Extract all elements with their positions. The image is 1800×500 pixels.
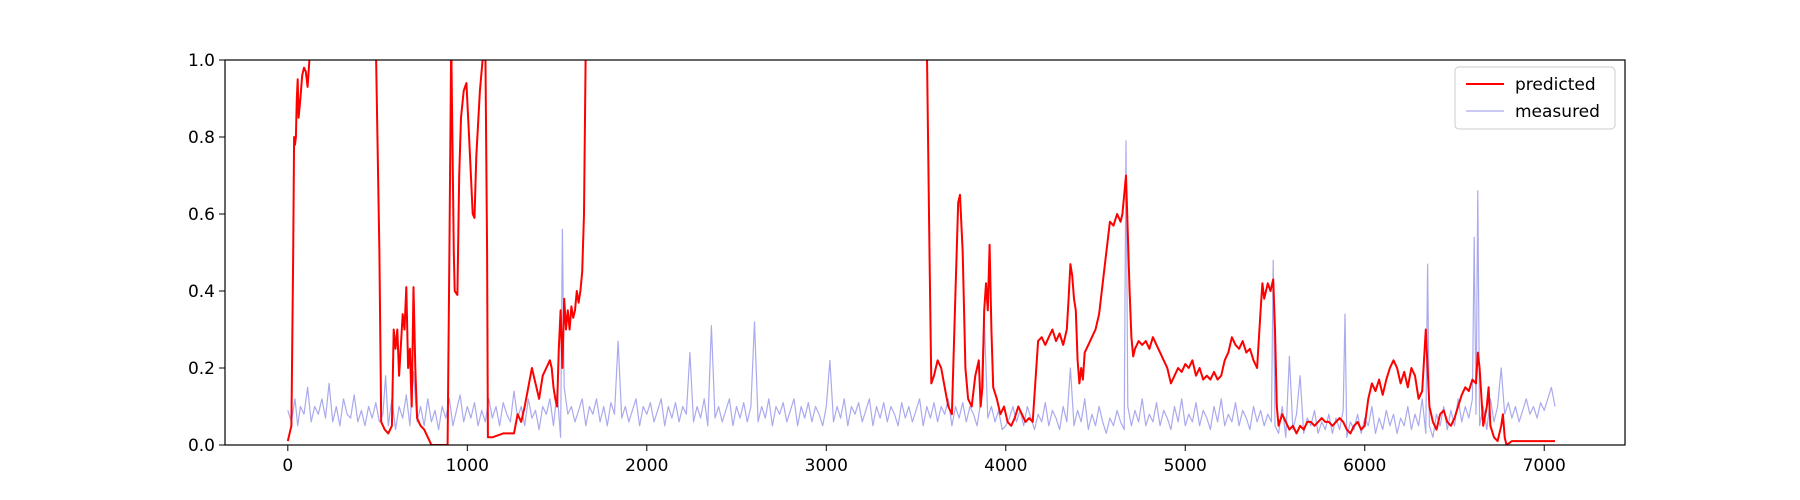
y-tick-label: 1.0 — [188, 51, 215, 71]
x-tick-label: 5000 — [1164, 456, 1207, 476]
y-axis: 0.0 0.2 0.4 0.6 0.8 1.0 — [188, 51, 225, 456]
legend-box — [1454, 66, 1616, 130]
x-axis: 0 1000 2000 3000 4000 5000 6000 7000 — [282, 445, 1566, 476]
x-tick-label: 2000 — [625, 456, 668, 476]
x-tick-label: 6000 — [1343, 456, 1386, 476]
x-tick-label: 7000 — [1523, 456, 1566, 476]
y-tick-label: 0.0 — [188, 436, 215, 456]
series-line-measured — [287, 140, 1556, 438]
y-tick-label: 0.8 — [188, 128, 215, 148]
x-tick-label: 3000 — [805, 456, 848, 476]
legend: predicted measured — [1454, 66, 1616, 130]
legend-label-measured: measured — [1515, 102, 1600, 122]
y-tick-label: 0.2 — [188, 359, 215, 379]
x-tick-label: 0 — [282, 456, 293, 476]
y-tick-label: 0.6 — [188, 205, 215, 225]
series-line-predicted — [286, 60, 1555, 445]
x-tick-label: 4000 — [984, 456, 1027, 476]
plot-frame — [224, 59, 1626, 446]
series-layer — [286, 60, 1556, 445]
x-tick-label: 1000 — [446, 456, 489, 476]
y-tick-label: 0.4 — [188, 282, 215, 302]
legend-label-predicted: predicted — [1515, 75, 1596, 95]
